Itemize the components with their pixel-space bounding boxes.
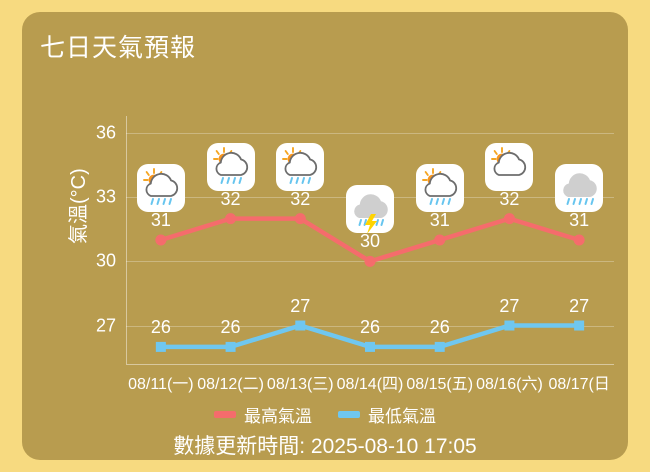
- data-point-value-label: 27: [569, 295, 590, 316]
- data-point-value-label: 31: [569, 210, 590, 230]
- data-point-marker[interactable]: [225, 213, 237, 225]
- data-point-marker[interactable]: [365, 341, 375, 352]
- chart-legend: 最高氣溫 最低氣溫: [22, 402, 628, 427]
- y-axis-tick-label: 36: [95, 122, 116, 143]
- y-axis-line: [126, 116, 127, 364]
- chart-plot-area: 36 33 30 27 31 32 32 30 31 32 31 26 26 27 26 26 27 27: [96, 116, 614, 365]
- data-point-marker[interactable]: [574, 320, 585, 331]
- data-point-marker[interactable]: [503, 213, 515, 225]
- sun-cloud-rain-icon: [136, 164, 185, 212]
- data-point-value-label: 30: [359, 231, 381, 252]
- cloud-rain-icon: [555, 164, 604, 212]
- thunderstorm-icon: [346, 185, 394, 234]
- data-point-value-label: 32: [220, 188, 241, 209]
- update-time-text: 數據更新時間: 2025-08-10 17:05: [173, 435, 477, 458]
- x-axis-tick-label: 08/15(五): [406, 376, 474, 393]
- data-point-value-label: 27: [499, 295, 520, 316]
- sun-cloud-rain-icon: [276, 142, 325, 191]
- data-point-value-label: 32: [290, 188, 311, 209]
- legend-label: 最低氣溫: [368, 407, 436, 426]
- data-point-marker[interactable]: [225, 341, 236, 352]
- x-axis-tick-label: 08/16(六): [476, 376, 543, 393]
- y-axis-tick-label: 30: [95, 250, 116, 271]
- sun-cloud-rain-icon: [415, 164, 464, 212]
- legend-swatch: [214, 411, 236, 418]
- y-axis-tick-label: 27: [95, 315, 116, 336]
- x-axis-tick-label: 08/12(二): [197, 376, 264, 393]
- legend-item[interactable]: 最高氣溫: [214, 402, 312, 427]
- x-axis-line: [126, 364, 614, 365]
- data-point-marker[interactable]: [155, 341, 166, 352]
- series-lines: [155, 213, 585, 352]
- data-point-marker[interactable]: [573, 234, 585, 246]
- data-point-value-label: 31: [150, 210, 171, 230]
- gridline: [126, 325, 614, 327]
- x-axis-tick-label: 08/13(三): [266, 376, 334, 393]
- sun-cloud-rain-icon: [206, 142, 255, 191]
- legend-item[interactable]: 最低氣溫: [338, 402, 436, 427]
- data-point-value-label: 27: [290, 295, 311, 316]
- data-point-value-label: 26: [429, 316, 450, 337]
- data-point-marker[interactable]: [504, 320, 515, 331]
- data-point-marker[interactable]: [294, 213, 306, 225]
- data-point-marker[interactable]: [295, 320, 306, 331]
- data-point-marker[interactable]: [364, 255, 376, 267]
- y-axis-tick-label: 33: [95, 186, 116, 207]
- y-axis-title: 氣溫(°C): [68, 168, 90, 244]
- x-axis-tick-label: 08/14(四): [336, 376, 404, 393]
- legend-swatch: [338, 411, 360, 418]
- data-point-value-label: 26: [150, 316, 171, 337]
- data-point-value-label: 26: [359, 316, 381, 337]
- sun-cloud-icon: [485, 142, 534, 191]
- data-point-marker[interactable]: [434, 234, 446, 246]
- x-axis-tick-label: 08/11(一): [128, 376, 194, 393]
- legend-label: 最高氣溫: [244, 407, 312, 426]
- x-axis-labels: 08/11(一) 08/12(二) 08/13(三) 08/14(四) 08/15(五)…: [126, 370, 646, 394]
- x-axis-tick-label: 08/17(日: [548, 376, 610, 393]
- data-point-value-label: 32: [499, 188, 520, 209]
- gridline: [126, 133, 614, 135]
- page-title: 七日天氣預報: [40, 34, 197, 62]
- weather-forecast-card: 七日天氣預報 氣溫(°C) 36 33 30 27 31 32 32 30 31 32 31 26 2…: [22, 12, 628, 460]
- data-point-marker[interactable]: [155, 234, 167, 246]
- data-point-marker[interactable]: [434, 341, 445, 352]
- data-point-value-label: 31: [429, 210, 450, 230]
- data-point-value-label: 26: [220, 316, 241, 337]
